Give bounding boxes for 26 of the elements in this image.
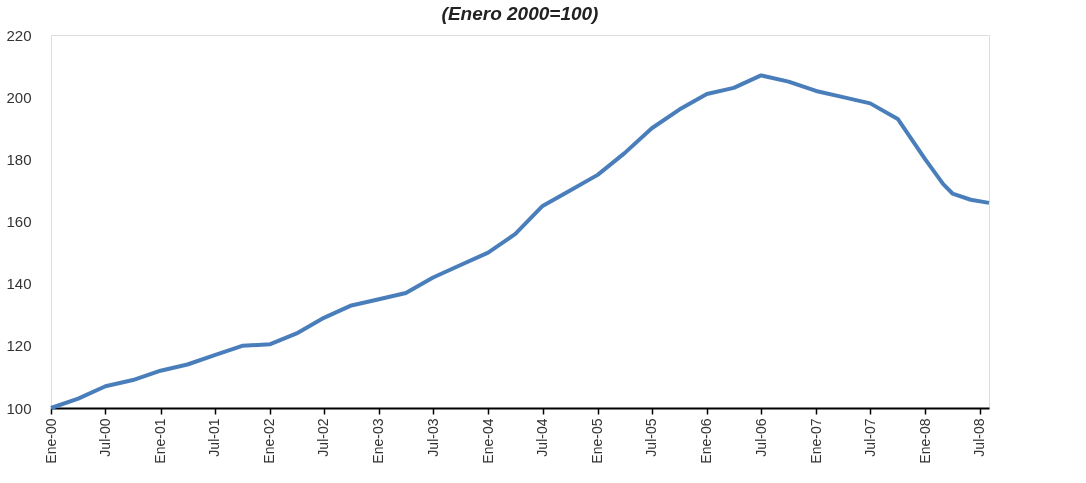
y-tick-label: 200 bbox=[6, 88, 32, 106]
y-tick-label: 220 bbox=[6, 26, 32, 44]
x-tick-label: Ene-01 bbox=[152, 418, 169, 464]
x-tick-label: Ene-02 bbox=[261, 418, 278, 464]
y-tick-label: 180 bbox=[6, 150, 32, 168]
x-tick-label: Jul-03 bbox=[424, 418, 441, 457]
x-tick-label: Jul-00 bbox=[96, 418, 113, 457]
y-tick-label: 160 bbox=[6, 213, 32, 230]
x-tick-label: Ene-00 bbox=[42, 418, 59, 464]
chart-title: (Enero 2000=100) bbox=[441, 3, 599, 24]
x-tick-label: Jul-04 bbox=[534, 418, 551, 457]
y-tick-label: 100 bbox=[6, 399, 32, 417]
x-tick-label: Ene-06 bbox=[698, 418, 715, 464]
x-tick-label: Ene-05 bbox=[589, 418, 606, 464]
x-tick-label: Jul-07 bbox=[861, 418, 878, 457]
x-tick-label: Ene-03 bbox=[370, 418, 387, 464]
x-tick-label: Jul-08 bbox=[971, 418, 988, 457]
y-tick-label: 120 bbox=[6, 337, 32, 355]
x-tick-label: Ene-04 bbox=[479, 418, 496, 464]
x-tick-label: Ene-08 bbox=[916, 418, 933, 464]
x-tick-label: Jul-02 bbox=[315, 418, 332, 457]
x-tick-label: Jul-01 bbox=[206, 418, 223, 457]
x-tick-label: Ene-07 bbox=[807, 418, 824, 464]
y-tick-label: 140 bbox=[6, 275, 32, 293]
x-tick-label: Jul-06 bbox=[752, 418, 769, 457]
x-tick-label: Jul-05 bbox=[643, 418, 660, 457]
